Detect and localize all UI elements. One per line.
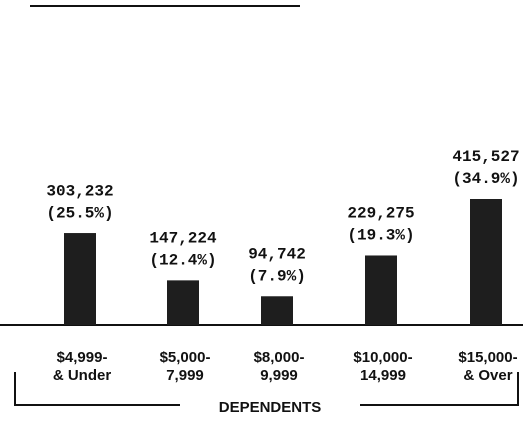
- category-label: & Over: [463, 367, 512, 384]
- category-label: & Under: [53, 367, 112, 384]
- percent-label: (12.4%): [149, 252, 216, 270]
- category-label: $4,999-: [57, 349, 108, 366]
- chart-title: DEPENDENTS: [219, 399, 322, 416]
- category-label: $5,000-: [160, 349, 211, 366]
- category-label: $15,000-: [458, 349, 517, 366]
- value-label: 415,527: [452, 148, 519, 166]
- category-label: $8,000-: [254, 349, 305, 366]
- percent-label: (34.9%): [452, 170, 519, 188]
- category-label: $10,000-: [353, 349, 412, 366]
- bar: [64, 233, 96, 325]
- bar: [167, 280, 199, 325]
- value-label: 94,742: [248, 245, 306, 263]
- value-label: 229,275: [347, 205, 414, 223]
- percent-label: (19.3%): [347, 227, 414, 245]
- value-label: 147,224: [149, 230, 217, 248]
- percent-label: (25.5%): [46, 204, 113, 222]
- bar: [470, 199, 502, 325]
- bar: [261, 296, 293, 325]
- bar: [365, 255, 397, 325]
- bracket: [14, 372, 519, 406]
- percent-label: (7.9%): [248, 267, 306, 285]
- value-label: 303,232: [46, 182, 113, 200]
- category-label: 14,999: [360, 367, 406, 384]
- category-label: 7,999: [166, 367, 204, 384]
- category-label: 9,999: [260, 367, 298, 384]
